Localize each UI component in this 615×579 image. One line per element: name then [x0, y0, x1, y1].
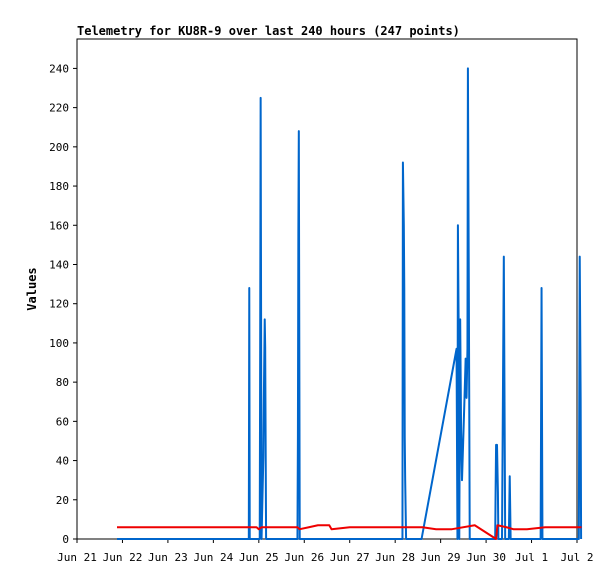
x-tick-label: Jun 23: [148, 551, 188, 564]
x-tick-label: Jun 24: [193, 551, 233, 564]
y-tick-label: 80: [56, 376, 69, 389]
y-axis: 0 20 40 60 80 100 120 140 160 180 200 220 240: [49, 62, 77, 546]
y-tick-label: 20: [56, 494, 69, 507]
y-tick-label: 100: [49, 337, 69, 350]
y-tick-label: 120: [49, 298, 69, 311]
x-tick-label: Jun 28: [375, 551, 415, 564]
y-tick-label: 240: [49, 62, 69, 75]
x-tick-label: Jun 29: [421, 551, 461, 564]
series-line-1: [117, 524, 582, 540]
x-tick-label: Jun 21: [57, 551, 97, 564]
chart-title: Telemetry for KU8R-9 over last 240 hours…: [77, 24, 460, 38]
x-tick-label: Jul 2: [560, 551, 593, 564]
y-tick-label: 180: [49, 180, 69, 193]
y-tick-label: 60: [56, 415, 69, 428]
y-tick-label: 140: [49, 258, 69, 271]
y-tick-label: 160: [49, 219, 69, 232]
x-tick-label: Jun 26: [284, 551, 324, 564]
x-tick-label: Jun 22: [103, 551, 143, 564]
x-axis: Jun 21 Jun 22 Jun 23 Jun 24 Jun 25 Jun 26 Jun …: [57, 539, 594, 564]
x-tick-label: Jun 30: [466, 551, 506, 564]
y-tick-label: 200: [49, 141, 69, 154]
x-tick-label: Jun 25: [239, 551, 279, 564]
series-layer: [117, 67, 583, 540]
y-axis-label: Values: [25, 267, 39, 310]
y-tick-label: 40: [56, 455, 69, 468]
y-tick-label: 0: [62, 533, 69, 546]
x-tick-label: Jun 27: [330, 551, 370, 564]
series-line-0: [117, 67, 583, 540]
y-tick-label: 220: [49, 102, 69, 115]
x-tick-label: Jul 1: [515, 551, 548, 564]
